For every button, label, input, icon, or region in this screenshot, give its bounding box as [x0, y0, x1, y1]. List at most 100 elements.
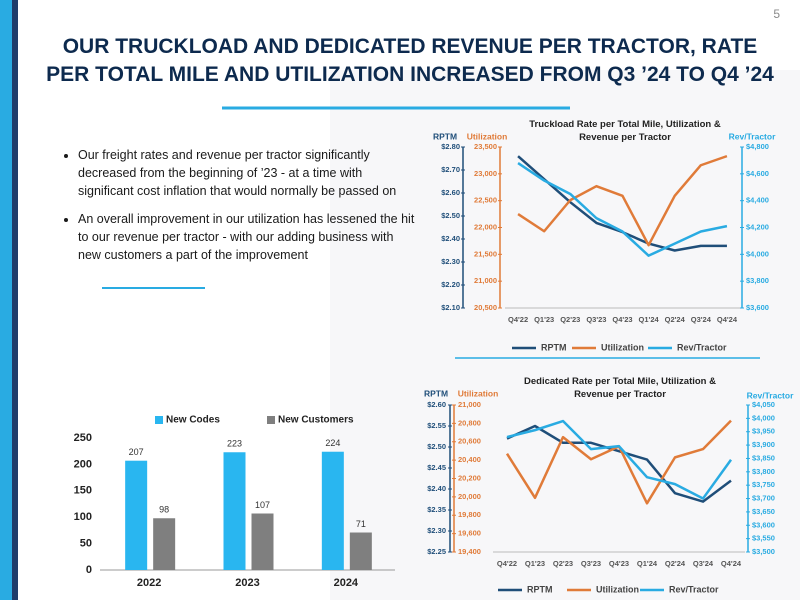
tick-label: 23,500: [474, 142, 497, 151]
tick-label: $2.30: [441, 257, 460, 266]
tick-label: 21,500: [474, 249, 497, 258]
tick-label: $2.60: [441, 188, 460, 197]
x-tick-label: Q1'24: [639, 315, 660, 324]
tick-label: 22,000: [474, 222, 497, 231]
bar: [125, 460, 148, 570]
tick-label: $2.50: [427, 442, 446, 451]
x-tick-label: Q3'24: [691, 315, 712, 324]
tick-label: $4,200: [746, 222, 769, 231]
tick-label: $4,600: [746, 169, 769, 178]
data-label: 107: [255, 500, 270, 510]
x-tick-label: Q1'23: [525, 559, 545, 568]
y-tick-label: 250: [74, 432, 92, 444]
legend-label: Utilization: [601, 342, 644, 352]
legend-label: Utilization: [596, 584, 639, 594]
x-tick-label: Q3'23: [581, 559, 601, 568]
tick-label: 21,000: [458, 400, 481, 409]
tick-label: $2.25: [427, 547, 446, 556]
chart-title: Truckload Rate per Total Mile, Utilizati…: [529, 119, 721, 143]
tick-label: $4,000: [752, 413, 775, 422]
legend-label: RPTM: [527, 584, 553, 594]
tick-label: 19,600: [458, 529, 481, 538]
axis-title: Rev/Tractor: [729, 131, 776, 141]
data-label: 223: [227, 439, 242, 449]
x-tick-label: Q3'23: [586, 315, 606, 324]
axis-title: RPTM: [424, 388, 448, 398]
bar: [223, 452, 246, 570]
y-tick-label: 200: [74, 458, 92, 470]
tick-label: $2.50: [441, 211, 460, 220]
tick-label: 20,800: [458, 418, 481, 427]
y-tick-label: 50: [80, 538, 92, 550]
series-line: [517, 154, 728, 247]
side-strip: [12, 0, 18, 600]
tick-label: $2.80: [441, 142, 460, 151]
tick-label: $2.40: [441, 234, 460, 243]
x-tick-label: Q3'24: [693, 559, 714, 568]
legend-swatch: [155, 416, 163, 424]
legend-label: Rev/Tractor: [669, 584, 719, 594]
tick-label: $4,800: [746, 142, 769, 151]
bar: [349, 532, 372, 570]
x-tick-label: Q4'22: [508, 315, 528, 324]
tick-label: $2.55: [427, 421, 446, 430]
tick-label: $2.35: [427, 505, 446, 514]
series-line: [517, 162, 728, 257]
tick-label: $3,650: [752, 507, 775, 516]
tick-label: 20,000: [458, 492, 481, 501]
tick-label: 20,200: [458, 473, 481, 482]
bullet-list: Our freight rates and revenue per tracto…: [60, 146, 418, 274]
series-line: [506, 424, 732, 503]
tick-label: $3,500: [752, 547, 775, 556]
x-tick-label: 2022: [137, 577, 161, 589]
bar: [251, 513, 274, 570]
legend-label: Rev/Tractor: [677, 342, 727, 352]
x-tick-label: Q2'23: [560, 315, 580, 324]
bullet: An overall improvement in our utilizatio…: [78, 210, 418, 264]
axis-title: Utilization: [458, 388, 499, 398]
tick-label: $3,800: [746, 276, 769, 285]
x-tick-label: Q2'23: [553, 559, 573, 568]
x-tick-label: Q2'24: [665, 559, 686, 568]
legend-label: New Codes: [166, 415, 220, 426]
axis-title: Utilization: [467, 131, 508, 141]
tick-label: 23,000: [474, 169, 497, 178]
axis-title: RPTM: [433, 131, 457, 141]
tick-label: $4,050: [752, 400, 775, 409]
bar: [153, 518, 176, 570]
x-tick-label: Q1'23: [534, 315, 554, 324]
page-number: 5: [773, 7, 780, 21]
x-tick-label: Q1'24: [637, 559, 658, 568]
x-tick-label: 2024: [334, 577, 359, 589]
y-tick-label: 150: [74, 485, 92, 497]
bar: [321, 451, 344, 570]
tick-label: $4,000: [746, 249, 769, 258]
series-line: [506, 419, 733, 500]
tick-label: 21,000: [474, 276, 497, 285]
tick-label: 19,800: [458, 510, 481, 519]
tick-label: $2.70: [441, 165, 460, 174]
tick-label: $4,400: [746, 196, 769, 205]
tick-label: $2.30: [427, 526, 446, 535]
legend-label: New Customers: [278, 415, 354, 426]
tick-label: $3,950: [752, 427, 775, 436]
tick-label: $2.60: [427, 400, 446, 409]
tick-label: $3,600: [752, 520, 775, 529]
tick-label: $3,900: [752, 440, 775, 449]
chart-title: Dedicated Rate per Total Mile, Utilizati…: [524, 376, 716, 400]
x-tick-label: Q4'23: [612, 315, 632, 324]
tick-label: $3,750: [752, 480, 775, 489]
data-label: 224: [325, 438, 340, 448]
data-label: 71: [356, 519, 366, 529]
tick-label: 19,400: [458, 547, 481, 556]
tick-label: $2.40: [427, 484, 446, 493]
tick-label: $3,550: [752, 534, 775, 543]
tick-label: 20,600: [458, 437, 481, 446]
tick-label: $3,800: [752, 467, 775, 476]
legend-label: RPTM: [541, 342, 567, 352]
tick-label: $3,600: [746, 303, 769, 312]
y-tick-label: 0: [86, 564, 92, 576]
y-tick-label: 100: [74, 511, 92, 523]
